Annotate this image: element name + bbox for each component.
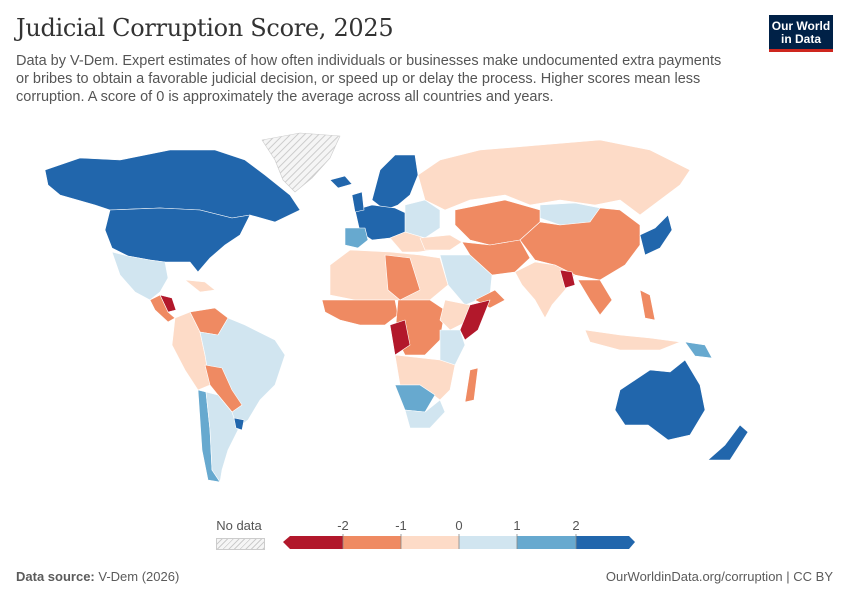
legend-tick: 0 xyxy=(455,518,463,533)
region-turkey[interactable] xyxy=(419,234,463,251)
legend-bin-3[interactable] xyxy=(401,536,459,549)
region-greenland[interactable] xyxy=(261,132,341,193)
region-bangladesh-myanmar[interactable] xyxy=(559,269,576,289)
chart-title: Judicial Corruption Score, 2025 xyxy=(16,14,394,42)
region-namibia-botswana[interactable] xyxy=(394,384,436,413)
legend-bin-5[interactable] xyxy=(517,536,576,549)
world-map[interactable] xyxy=(0,125,850,495)
legend-tick: -2 xyxy=(337,518,349,533)
legend-color-bar xyxy=(283,534,635,549)
legend-tick: -1 xyxy=(395,518,407,533)
region-usa[interactable] xyxy=(104,207,251,273)
legend-bin-1[interactable] xyxy=(283,536,343,549)
region-bolivia-paraguay[interactable] xyxy=(204,364,243,413)
region-philippines[interactable] xyxy=(639,289,656,321)
region-congo[interactable] xyxy=(389,319,411,356)
data-source-label: Data source: xyxy=(16,569,95,584)
legend-bin-4[interactable] xyxy=(459,536,517,549)
region-uruguay[interactable] xyxy=(233,417,245,431)
region-india[interactable] xyxy=(514,261,576,319)
region-argentina[interactable] xyxy=(205,391,239,483)
region-png[interactable] xyxy=(684,341,713,359)
region-eastern-europe[interactable] xyxy=(404,199,441,239)
chart-subtitle: Data by V-Dem. Expert estimates of how o… xyxy=(16,53,722,105)
owid-logo[interactable]: Our World in Data xyxy=(769,15,833,52)
region-iberia[interactable] xyxy=(344,227,369,249)
region-australia[interactable] xyxy=(614,359,706,441)
data-source-link[interactable]: V-Dem (2026) xyxy=(98,569,180,584)
region-japan-korea[interactable] xyxy=(639,214,673,256)
region-indonesia[interactable] xyxy=(584,329,681,351)
legend-tick: 2 xyxy=(572,518,580,533)
region-west-africa[interactable] xyxy=(321,299,399,326)
region-iceland[interactable] xyxy=(329,175,353,189)
data-source: Data source: V-Dem (2026) xyxy=(16,569,179,584)
legend-no-data-label: No data xyxy=(216,518,262,533)
legend-bin-2[interactable] xyxy=(343,536,401,549)
legend-bin-6[interactable] xyxy=(576,536,635,549)
region-new-zealand[interactable] xyxy=(707,424,749,461)
legend-tick: 1 xyxy=(513,518,521,533)
region-mexico[interactable] xyxy=(111,251,169,301)
region-southeast-asia[interactable] xyxy=(577,279,613,316)
region-scandinavia[interactable] xyxy=(371,154,419,211)
region-uk[interactable] xyxy=(351,191,365,213)
region-iran-afghanistan[interactable] xyxy=(461,239,531,276)
region-sahel[interactable] xyxy=(384,254,421,301)
region-canada[interactable] xyxy=(44,149,301,223)
region-somalia[interactable] xyxy=(459,299,491,341)
region-south-africa[interactable] xyxy=(404,399,446,429)
region-madagascar[interactable] xyxy=(464,367,479,403)
region-ethiopia[interactable] xyxy=(439,299,471,331)
region-east-africa[interactable] xyxy=(439,329,466,366)
legend-no-data-swatch[interactable] xyxy=(216,538,265,550)
region-caribbean[interactable] xyxy=(184,279,216,293)
region-russia[interactable] xyxy=(417,139,691,216)
footer-link[interactable]: OurWorldinData.org/corruption | CC BY xyxy=(605,569,833,584)
